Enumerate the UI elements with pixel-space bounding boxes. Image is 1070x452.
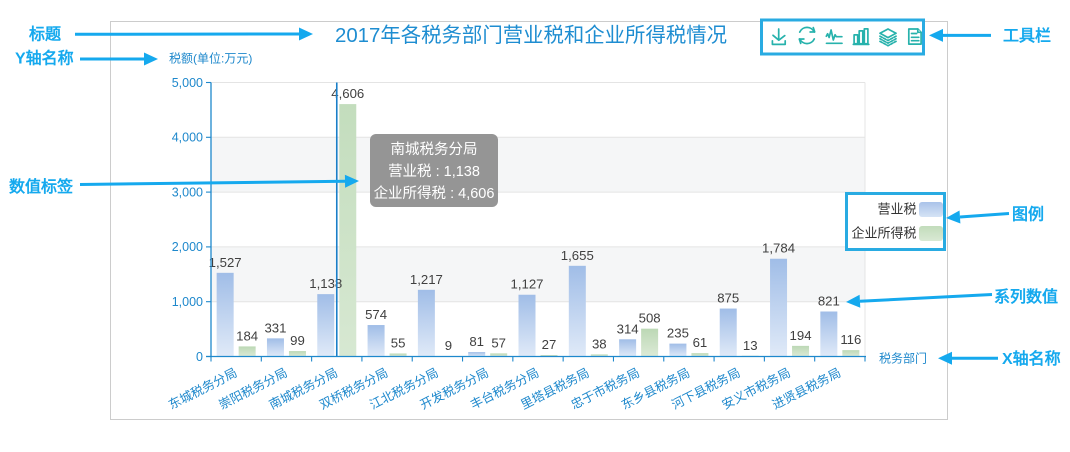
svg-text:2,000: 2,000 [172, 240, 203, 254]
svg-text:331: 331 [264, 320, 286, 335]
svg-text:1,655: 1,655 [561, 248, 594, 263]
svg-text:61: 61 [693, 335, 708, 350]
svg-text:南城税务分局: 南城税务分局 [391, 141, 478, 158]
svg-text:企业所得税 : 4,606: 企业所得税 : 4,606 [374, 184, 495, 202]
svg-text:工具栏: 工具栏 [1003, 26, 1051, 45]
svg-text:194: 194 [790, 328, 812, 343]
svg-text:营业税 : 1,138: 营业税 : 1,138 [388, 163, 480, 180]
svg-text:13: 13 [743, 338, 758, 353]
svg-text:1,217: 1,217 [410, 272, 443, 287]
svg-text:116: 116 [840, 332, 861, 347]
svg-text:99: 99 [290, 333, 305, 348]
svg-text:574: 574 [365, 307, 387, 322]
svg-text:营业税: 营业税 [877, 202, 916, 217]
svg-text:数值标签: 数值标签 [9, 177, 74, 196]
svg-text:Y轴名称: Y轴名称 [15, 49, 74, 68]
svg-text:184: 184 [236, 328, 258, 343]
svg-text:235: 235 [667, 326, 689, 341]
svg-text:企业所得税: 企业所得税 [851, 226, 916, 241]
svg-text:0: 0 [196, 350, 203, 364]
svg-text:系列数值: 系列数值 [994, 287, 1058, 306]
svg-text:27: 27 [542, 337, 557, 352]
svg-text:税额(单位:万元): 税额(单位:万元) [169, 51, 252, 66]
svg-text:9: 9 [445, 338, 452, 353]
svg-text:X轴名称: X轴名称 [1002, 349, 1061, 368]
svg-text:1,000: 1,000 [172, 295, 203, 309]
svg-text:标题: 标题 [28, 26, 62, 44]
svg-text:1,784: 1,784 [762, 241, 795, 256]
svg-text:5,000: 5,000 [172, 76, 203, 90]
svg-text:1,527: 1,527 [209, 255, 242, 270]
svg-text:4,000: 4,000 [172, 131, 203, 145]
svg-text:图例: 图例 [1012, 205, 1044, 224]
svg-text:57: 57 [491, 335, 506, 350]
svg-text:314: 314 [617, 321, 639, 336]
svg-text:508: 508 [639, 311, 661, 326]
svg-text:3,000: 3,000 [172, 185, 203, 199]
svg-text:55: 55 [391, 335, 406, 350]
svg-text:821: 821 [818, 294, 840, 309]
svg-text:81: 81 [469, 334, 484, 349]
svg-text:875: 875 [717, 291, 739, 306]
svg-text:38: 38 [592, 336, 607, 351]
svg-text:税务部门: 税务部门 [879, 351, 927, 366]
svg-text:2017年各税务部门营业税和企业所得税情况: 2017年各税务部门营业税和企业所得税情况 [335, 24, 727, 47]
svg-text:1,127: 1,127 [510, 277, 543, 292]
